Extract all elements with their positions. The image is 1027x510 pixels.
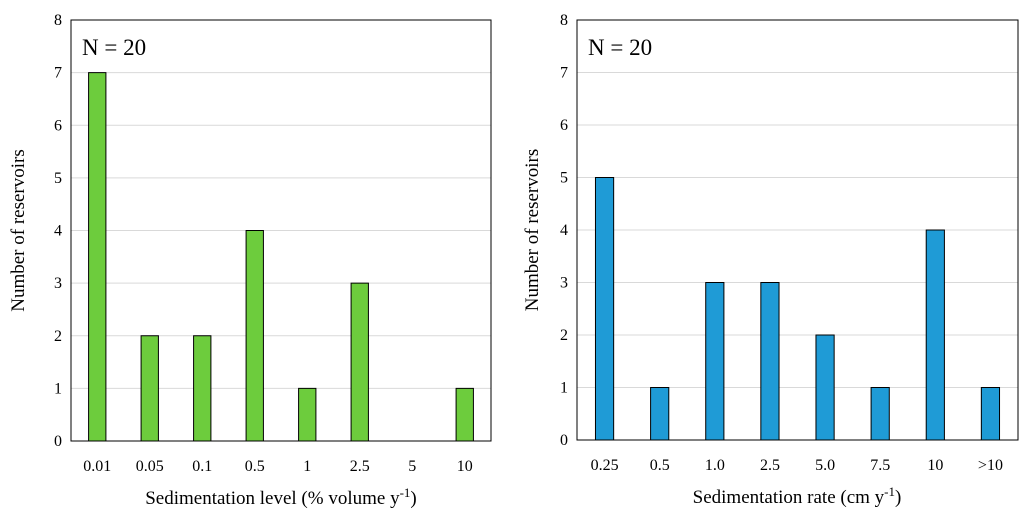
bar-1 (298, 387, 317, 442)
sample-size-annotation: N = 20 (588, 35, 652, 60)
sedimentation-rate-chart: 0 1 2 3 4 5 6 7 8 0.25 0.5 1.0 2.5 5.0 7.5 10 >10 N = 2… (522, 12, 1019, 508)
y-tick-label: 3 (54, 275, 62, 292)
y-tick-label: 5 (54, 170, 62, 187)
plot-frame (70, 19, 492, 442)
x-tick-label: 0.5 (650, 457, 670, 474)
y-tick-labels: 0 1 2 3 4 5 6 7 8 (54, 12, 62, 450)
y-tick-label: 1 (54, 380, 62, 397)
sedimentation-level-chart: 0 1 2 3 4 5 6 7 8 0.01 0.05 0.1 0.5 1 2.5 5 10 N = 20 N… (8, 12, 492, 509)
x-tick-label: 10 (457, 458, 473, 475)
y-tick-label: 0 (560, 432, 568, 449)
y-tick-label: 7 (560, 65, 568, 82)
x-tick-labels: 0.01 0.05 0.1 0.5 1 2.5 5 10 (83, 458, 473, 475)
sample-size-annotation: N = 20 (82, 35, 146, 60)
y-tick-label: 4 (54, 223, 62, 240)
bar-5.0 (815, 334, 835, 441)
x-tick-label: 10 (927, 457, 943, 474)
bar->10 (980, 387, 1001, 441)
x-tick-label: 0.05 (136, 458, 164, 475)
x-axis-title-main: Sedimentation level (% volume y (145, 488, 400, 509)
x-tick-label: 2.5 (760, 457, 780, 474)
x-axis-title-end: ) (895, 487, 901, 508)
y-axis-title: Number of reservoirs (8, 149, 29, 312)
bar-0.1 (193, 335, 212, 442)
plot-frame (576, 19, 1019, 441)
x-axis-title-superscript: -1 (400, 485, 411, 500)
y-tick-labels: 0 1 2 3 4 5 6 7 8 (560, 12, 568, 449)
x-axis-title: Sedimentation rate (cm y-1) (693, 484, 902, 508)
bars (594, 177, 1001, 441)
x-tick-labels: 0.25 0.5 1.0 2.5 5.0 7.5 10 >10 (591, 457, 1003, 474)
x-tick-label: 0.1 (192, 458, 212, 475)
gridlines (71, 72, 491, 389)
y-tick-label: 7 (54, 65, 62, 82)
x-tick-label: 0.01 (83, 458, 111, 475)
y-tick-label: 4 (560, 222, 568, 239)
bar-0.01 (88, 72, 107, 442)
x-tick-label: 7.5 (870, 457, 890, 474)
bar-0.05 (140, 335, 159, 442)
x-tick-label: 5 (408, 458, 416, 475)
y-tick-label: 6 (560, 117, 568, 134)
y-tick-label: 1 (560, 380, 568, 397)
x-axis-title-superscript: -1 (884, 484, 895, 499)
x-tick-label: 0.5 (245, 458, 265, 475)
bar-10 (455, 387, 474, 442)
y-tick-label: 2 (560, 327, 568, 344)
y-tick-label: 0 (54, 433, 62, 450)
y-axis-title: Number of reservoirs (522, 149, 543, 312)
y-tick-label: 3 (560, 275, 568, 292)
x-tick-label: 2.5 (350, 458, 370, 475)
bar-1.0 (705, 282, 725, 441)
bar-2.5 (350, 282, 369, 442)
x-axis-title-end: ) (410, 488, 416, 509)
bar-0.5 (245, 230, 264, 442)
bar-0.25 (594, 177, 615, 441)
y-tick-label: 8 (54, 12, 62, 29)
bar-7.5 (870, 387, 890, 441)
x-tick-label: 1.0 (705, 457, 725, 474)
x-tick-label: 5.0 (815, 457, 835, 474)
bars (88, 72, 474, 442)
x-tick-label: >10 (978, 457, 1003, 474)
gridlines (577, 72, 1018, 388)
y-tick-label: 8 (560, 12, 568, 29)
y-tick-label: 2 (54, 328, 62, 345)
x-tick-label: 1 (303, 458, 311, 475)
y-tick-label: 6 (54, 117, 62, 134)
bar-2.5 (760, 282, 780, 441)
x-axis-title: Sedimentation level (% volume y-1) (145, 485, 417, 509)
bar-0.5 (650, 387, 670, 441)
x-tick-label: 0.25 (591, 457, 619, 474)
y-tick-label: 5 (560, 170, 568, 187)
bar-10 (925, 229, 945, 441)
x-axis-title-main: Sedimentation rate (cm y (693, 487, 885, 508)
